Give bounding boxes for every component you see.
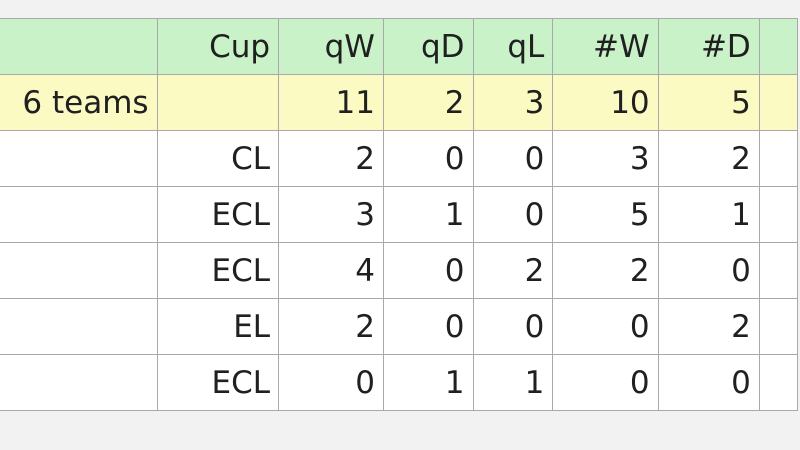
row-qd: 1	[382, 354, 474, 411]
header-ql: qL	[472, 18, 554, 75]
row-cup: ECL	[156, 354, 280, 411]
row-cup: EL	[156, 298, 280, 355]
row-cup: ECL	[156, 186, 280, 243]
table-row: CL 2 0 0 3 2	[0, 130, 799, 187]
total-cup	[156, 74, 280, 131]
row-qw: 2	[278, 130, 384, 187]
row-overflow	[758, 186, 799, 243]
header-qw: qW	[278, 18, 384, 75]
header-w: #W	[552, 18, 659, 75]
row-qd: 0	[382, 242, 474, 299]
header-row: Cup qW qD qL #W #D	[0, 18, 799, 75]
table-row: ECL 3 1 0 5 1	[0, 186, 799, 243]
row-overflow	[758, 130, 799, 187]
total-row: 6 teams 11 2 3 10 5	[0, 74, 799, 131]
row-w: 0	[552, 298, 659, 355]
row-name	[0, 298, 158, 355]
row-name	[0, 242, 158, 299]
row-cup: ECL	[156, 242, 280, 299]
row-qd: 0	[382, 298, 474, 355]
table-row: ECL 0 1 1 0 0	[0, 354, 799, 411]
row-d: 2	[657, 130, 760, 187]
row-qw: 3	[278, 186, 384, 243]
row-qw: 2	[278, 298, 384, 355]
table-row: ECL 4 0 2 2 0	[0, 242, 799, 299]
row-ql: 0	[472, 130, 554, 187]
row-ql: 2	[472, 242, 554, 299]
row-ql: 1	[472, 354, 554, 411]
row-qd: 0	[382, 130, 474, 187]
total-qd: 2	[382, 74, 474, 131]
total-w: 10	[552, 74, 659, 131]
row-overflow	[758, 242, 799, 299]
total-d: 5	[657, 74, 760, 131]
row-overflow	[758, 354, 799, 411]
header-overflow	[758, 18, 799, 75]
row-d: 0	[657, 242, 760, 299]
row-qw: 0	[278, 354, 384, 411]
row-w: 5	[552, 186, 659, 243]
row-name	[0, 186, 158, 243]
row-cup: CL	[156, 130, 280, 187]
row-d: 0	[657, 354, 760, 411]
header-qd: qD	[382, 18, 474, 75]
row-w: 3	[552, 130, 659, 187]
row-w: 2	[552, 242, 659, 299]
row-d: 2	[657, 298, 760, 355]
row-ql: 0	[472, 186, 554, 243]
total-name: 6 teams	[0, 74, 158, 131]
header-name	[0, 18, 158, 75]
row-overflow	[758, 298, 799, 355]
row-ql: 0	[472, 298, 554, 355]
table-row: EL 2 0 0 0 2	[0, 298, 799, 355]
row-qd: 1	[382, 186, 474, 243]
header-cup: Cup	[156, 18, 280, 75]
row-name	[0, 130, 158, 187]
row-d: 1	[657, 186, 760, 243]
row-w: 0	[552, 354, 659, 411]
header-d: #D	[657, 18, 760, 75]
total-qw: 11	[278, 74, 384, 131]
row-qw: 4	[278, 242, 384, 299]
total-overflow	[758, 74, 799, 131]
row-name	[0, 354, 158, 411]
cup-stats-table: Cup qW qD qL #W #D 6 teams 11 2 3 10 5 C…	[0, 18, 799, 411]
total-ql: 3	[472, 74, 554, 131]
